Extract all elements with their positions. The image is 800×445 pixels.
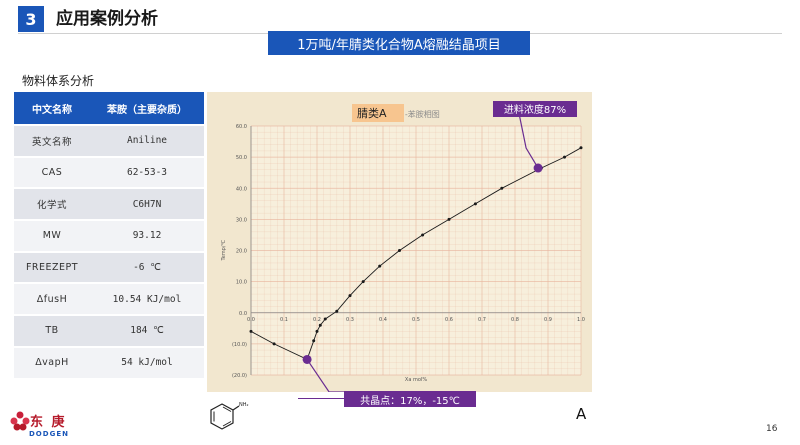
property-name: TB (14, 316, 90, 348)
x-tick-label: 0.8 (511, 317, 519, 323)
property-value: 10.54 KJ/mol (90, 284, 204, 317)
eutectic-pointer (306, 359, 346, 392)
phase-diagram-chart: 0.0 0.1 0.2 0.3 0.4 0.5 0.6 0.7 0.8 0.9 1.0 (20.0) (… (221, 101, 585, 392)
data-point (318, 323, 322, 327)
y-tick-label: 60.0 (236, 124, 247, 130)
y-tick-label: 0.0 (239, 311, 247, 317)
feed-concentration-pointer (517, 108, 539, 169)
property-value: 54 kJ/mol (90, 347, 204, 380)
property-value: Aniline (90, 126, 204, 158)
data-point (315, 329, 319, 333)
property-name: ΔfusH (14, 284, 90, 317)
data-point (361, 280, 365, 284)
data-point (335, 309, 339, 313)
feed-concentration-marker (533, 163, 543, 173)
logo-english-name: DODGEN (29, 430, 69, 438)
data-point (579, 146, 583, 150)
x-tick-label: 0.0 (247, 317, 255, 323)
chart-title-part-1: 腈类A (357, 106, 387, 120)
y-tick-label: (20.0) (232, 373, 247, 379)
x-tick-label: 0.7 (478, 317, 486, 323)
header-cell: 苯胺（主要杂质） (90, 92, 204, 126)
data-point (378, 264, 382, 268)
y-axis-label: Temp/℃ (221, 239, 227, 261)
y-tick-label: 50.0 (236, 155, 247, 161)
data-point (249, 329, 253, 333)
x-tick-label: 0.3 (346, 317, 354, 323)
table-header-row: 中文名称 苯胺（主要杂质） (14, 92, 204, 126)
property-name: FREEZEPT (14, 252, 90, 285)
data-point (563, 155, 566, 159)
section-subheading: 物料体系分析 (22, 74, 95, 88)
chart-title: 腈类A -苯胺相图 (352, 104, 440, 122)
x-tick-label: 0.5 (412, 317, 420, 323)
table-row: TB 184 ℃ (14, 316, 204, 348)
phase-diagram-panel: 0.0 0.1 0.2 0.3 0.4 0.5 0.6 0.7 0.8 0.9 1.0 (20.0) (… (207, 92, 592, 392)
y-tick-label: 40.0 (236, 186, 247, 192)
data-point (348, 294, 352, 298)
property-name: 化学式 (14, 189, 90, 222)
property-name: CAS (14, 157, 90, 190)
table-row: ΔfusH 10.54 KJ/mol (14, 284, 204, 317)
feed-concentration-label: 进料浓度87% (504, 103, 566, 116)
aniline-structure-icon: NH₂ (210, 402, 249, 430)
project-banner: 1万吨/年腈类化合物A熔融结晶项目 (268, 31, 530, 55)
chart-title-highlight (352, 104, 404, 122)
x-tick-label: 0.6 (445, 317, 453, 323)
x-tick-label: 0.9 (544, 317, 552, 323)
header-cell: 中文名称 (14, 92, 90, 126)
x-tick-label: 0.1 (280, 317, 288, 323)
x-tick-label: 0.4 (379, 317, 387, 323)
data-point (312, 339, 316, 343)
chart-grid (250, 125, 582, 376)
y-tick-label: (10.0) (232, 342, 247, 348)
data-point (500, 186, 504, 190)
x-tick-label: 1.0 (577, 317, 585, 323)
data-point (447, 217, 451, 221)
y-tick-label: 30.0 (236, 217, 247, 223)
data-point (421, 233, 425, 237)
dodgen-logo-icon (10, 411, 30, 431)
table-row: MW 93.12 (14, 221, 204, 253)
property-value: 184 ℃ (90, 316, 204, 348)
property-name: ΔvapH (14, 347, 90, 380)
chart-annotations: 进料浓度87% (302, 101, 577, 392)
eutectic-point-box (344, 391, 476, 407)
property-value: 62-53-3 (90, 157, 204, 190)
amine-group-label: NH₂ (239, 402, 249, 408)
y-tick-label: 20.0 (236, 249, 247, 255)
figure-label: A (576, 405, 587, 423)
x-tick-label: 0.2 (313, 317, 321, 323)
property-value: -6 ℃ (90, 252, 204, 285)
page-number: 16 (766, 424, 778, 434)
property-value: 93.12 (90, 221, 204, 253)
table-row: ΔvapH 54 kJ/mol (14, 347, 204, 380)
chart-title-part-2: -苯胺相图 (405, 109, 440, 119)
eutectic-marker (302, 354, 312, 364)
table-row: 化学式 C6H7N (14, 189, 204, 222)
property-name: MW (14, 221, 90, 253)
property-value: C6H7N (90, 189, 204, 222)
eutectic-point-label: 共晶点：17%，-15℃ (360, 395, 460, 407)
data-point (473, 202, 477, 206)
logo-chinese-name: 东 庚 (30, 415, 67, 430)
table-row: 英文名称 Aniline (14, 126, 204, 158)
data-point (272, 342, 276, 346)
y-tick-label: 10.0 (236, 280, 247, 286)
table-row: FREEZEPT -6 ℃ (14, 252, 204, 285)
data-point (323, 317, 327, 321)
section-number: 3 (18, 6, 44, 32)
feed-concentration-box (493, 101, 577, 117)
aniline-properties-table: 中文名称 苯胺（主要杂质） 英文名称 Aniline CAS 62-53-3 化学式… (14, 92, 204, 380)
data-point (398, 249, 401, 252)
x-axis-label: Xa mol% (405, 377, 427, 383)
table-row: CAS 62-53-3 (14, 157, 204, 190)
section-title: 应用案例分析 (56, 9, 158, 29)
chart-axes: 0.0 0.1 0.2 0.3 0.4 0.5 0.6 0.7 0.8 0.9 1.0 (20.0) (… (232, 124, 585, 379)
eutectic-connector (298, 398, 344, 400)
property-name: 英文名称 (14, 126, 90, 158)
